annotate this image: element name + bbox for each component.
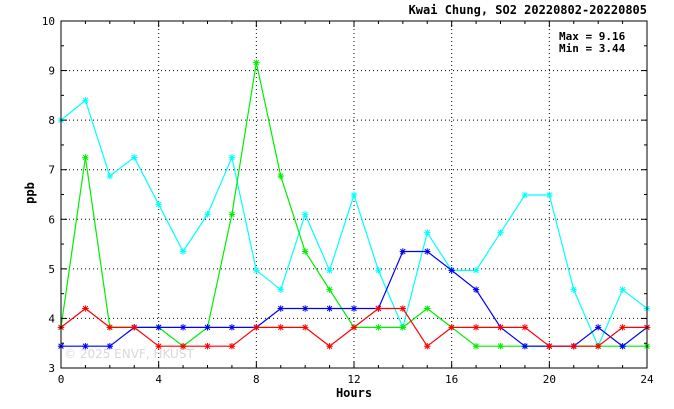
x-tick-label: 12 <box>347 373 360 386</box>
data-point <box>82 342 89 350</box>
data-point <box>375 305 382 312</box>
x-tick-label: 20 <box>543 373 556 386</box>
data-point <box>106 342 114 350</box>
data-point <box>179 248 187 255</box>
data-point <box>448 324 455 331</box>
data-point <box>155 201 162 208</box>
y-tick-label: 3 <box>48 362 55 375</box>
data-point <box>570 286 577 293</box>
y-tick-label: 9 <box>48 65 55 78</box>
data-point <box>301 305 309 312</box>
x-tick-label: 24 <box>640 373 654 386</box>
data-point <box>375 324 382 331</box>
y-tick-label: 8 <box>48 114 55 127</box>
data-point <box>326 342 333 350</box>
data-point <box>424 229 431 236</box>
chart-title: Kwai Chung, SO2 20220802-20220805 <box>409 3 647 17</box>
data-point <box>326 286 333 293</box>
x-tick-label: 8 <box>253 373 260 386</box>
max-label: Max = 9.16 <box>559 30 626 43</box>
data-point <box>277 172 284 180</box>
data-point <box>521 342 529 350</box>
data-point <box>82 305 89 312</box>
data-point <box>399 248 407 255</box>
data-point <box>546 191 553 199</box>
data-point <box>131 324 138 331</box>
y-tick-label: 6 <box>48 213 55 226</box>
watermark: © 2025 ENVF, HKUST <box>64 347 194 361</box>
y-tick-label: 5 <box>48 263 55 276</box>
series-layer <box>57 59 651 350</box>
data-point <box>350 191 358 199</box>
data-point <box>179 342 187 350</box>
data-point <box>204 211 211 218</box>
y-tick-label: 10 <box>42 15 55 28</box>
data-point <box>204 342 211 350</box>
data-point <box>301 211 309 218</box>
grid <box>61 21 647 368</box>
data-point <box>399 324 407 331</box>
data-point <box>570 342 577 350</box>
data-point <box>497 324 504 331</box>
data-point <box>521 324 529 331</box>
data-point <box>619 286 626 293</box>
data-point <box>253 59 260 66</box>
data-point <box>619 342 626 350</box>
data-point <box>350 324 358 331</box>
data-point <box>497 342 504 350</box>
data-point <box>521 191 529 199</box>
data-point <box>155 342 162 350</box>
y-tick-label: 7 <box>48 164 55 177</box>
data-point <box>155 324 162 331</box>
data-point <box>82 97 89 104</box>
y-axis-label: ppb <box>23 182 37 204</box>
data-point <box>399 305 407 312</box>
x-tick-label: 0 <box>58 373 65 386</box>
data-point <box>228 211 236 218</box>
data-point <box>546 342 553 350</box>
data-point <box>131 154 138 161</box>
data-point <box>277 286 284 293</box>
data-point <box>106 324 114 331</box>
data-point <box>253 267 260 274</box>
data-point <box>204 324 211 331</box>
y-tick-label: 4 <box>48 312 55 325</box>
x-tick-label: 4 <box>155 373 162 386</box>
data-point <box>253 324 260 331</box>
data-point <box>277 305 284 312</box>
data-point <box>228 324 236 331</box>
data-point <box>326 305 333 312</box>
data-point <box>472 324 480 331</box>
data-point <box>424 248 431 255</box>
data-point <box>179 324 187 331</box>
data-point <box>472 286 480 293</box>
data-point <box>326 267 333 274</box>
data-point <box>228 154 236 161</box>
data-point <box>497 229 504 236</box>
data-point <box>350 305 358 312</box>
data-point <box>301 324 309 331</box>
data-point <box>228 342 236 350</box>
data-point <box>594 324 602 331</box>
data-point <box>82 154 89 161</box>
x-tick-label: 16 <box>445 373 458 386</box>
data-point <box>375 267 382 274</box>
data-point <box>594 342 602 350</box>
data-point <box>277 324 284 331</box>
data-point <box>424 342 431 350</box>
data-point <box>106 172 114 180</box>
data-point <box>301 248 309 255</box>
min-label: Min = 3.44 <box>559 42 626 55</box>
axis-ticks: 0 4 8 12 16 20 24 3 4 5 6 7 8 9 10 <box>42 15 654 386</box>
data-point <box>619 324 626 331</box>
data-point <box>424 305 431 312</box>
data-point <box>472 342 480 350</box>
data-point <box>448 267 455 274</box>
x-axis-label: Hours <box>336 386 372 400</box>
data-point <box>472 267 480 274</box>
